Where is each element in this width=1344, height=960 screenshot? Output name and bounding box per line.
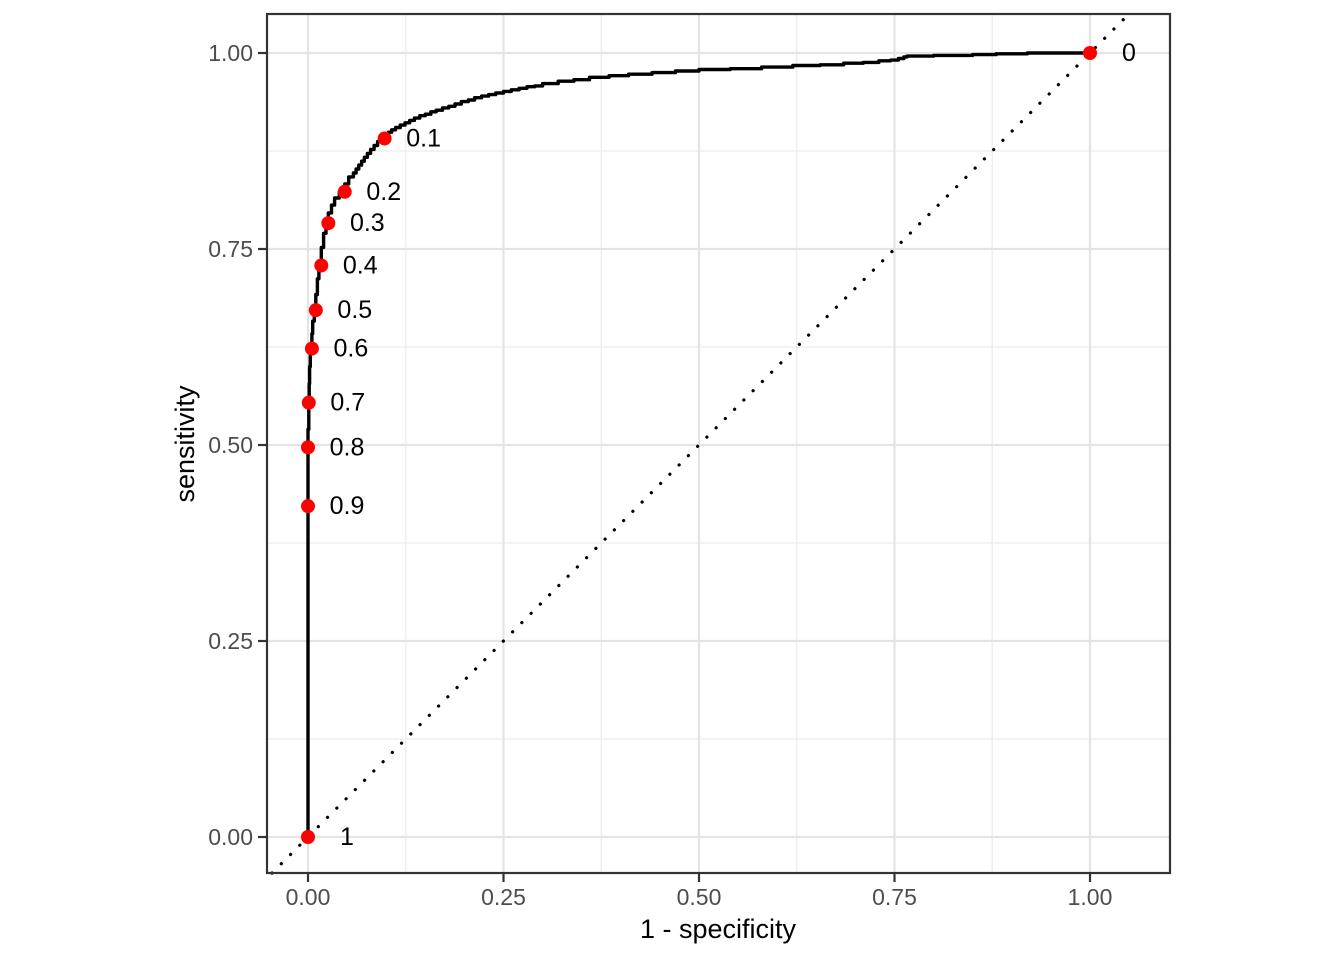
x-tick-label: 0.50 [677,884,722,910]
threshold-label: 1 [340,823,354,851]
threshold-label: 0.1 [406,124,441,152]
y-tick-label: 0.00 [208,824,253,850]
threshold-label: 0.7 [330,389,365,417]
roc-curve-path [306,51,1090,837]
y-tick-label: 0.25 [208,628,253,654]
threshold-point [314,258,329,273]
threshold-point [304,341,319,356]
y-tick-label: 1.00 [208,40,253,66]
threshold-point [308,303,323,318]
axis-layer: 0.00 0.25 0.50 0.75 1.00 0.00 0.25 0.50 0.75 1.00 [208,40,1112,910]
x-axis-title: 1 - specificity [640,914,797,944]
threshold-point [301,395,316,410]
threshold-label: 0.6 [334,335,369,363]
y-tick-label: 0.75 [208,236,253,262]
threshold-point [301,499,315,514]
threshold-point [321,216,336,231]
panel-background [267,14,1170,873]
threshold-label: 0.3 [350,209,385,237]
threshold-label: 0 [1122,39,1136,67]
panel-frame-layer [265,12,1172,875]
threshold-label: 0.9 [330,492,365,520]
y-axis-title: sensitivity [170,385,200,503]
y-tick-label: 0.50 [208,432,253,458]
threshold-point [301,440,315,455]
x-tick-label: 1.00 [1068,884,1113,910]
threshold-label: 0.4 [343,251,378,279]
threshold-point [1083,46,1097,60]
data-layer: 0 0.10.2 0.3 0.4 0.5 0.6 0.7 0.8 0.9 1 [270,12,1136,875]
panel-border [265,12,1172,875]
threshold-label: 0.8 [330,433,365,461]
threshold-point [301,830,315,844]
x-tick-label: 0.00 [286,884,331,910]
x-tick-label: 0.75 [872,884,917,910]
threshold-point [377,131,392,146]
threshold-label: 0.2 [366,178,401,206]
gridlines-layer [267,14,1170,873]
x-tick-label: 0.25 [481,884,526,910]
threshold-point [337,184,352,199]
threshold-label: 0.5 [337,296,372,324]
